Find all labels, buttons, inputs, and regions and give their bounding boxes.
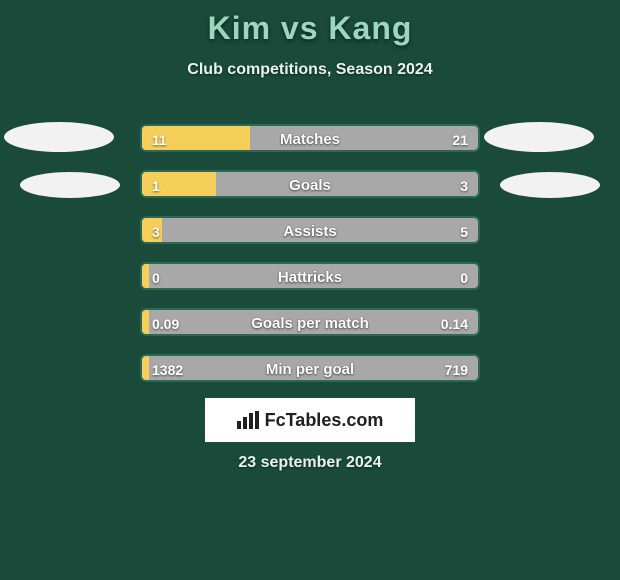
player-left-avatar-shape-2 [20,172,120,198]
stat-label: Goals per match [142,310,478,334]
stat-value-right: 719 [445,356,468,380]
stat-value-right: 5 [460,218,468,242]
stat-value-right: 0.14 [441,310,468,334]
stat-value-right: 0 [460,264,468,288]
stat-label: Assists [142,218,478,242]
player-right-avatar-shape-1 [484,122,594,152]
page-subtitle: Club competitions, Season 2024 [0,61,620,79]
player-right-avatar-shape-2 [500,172,600,198]
stat-row: 0.09Goals per match0.14 [140,308,480,336]
stat-row: 0Hattricks0 [140,262,480,290]
stat-row: 3Assists5 [140,216,480,244]
stat-label: Hattricks [142,264,478,288]
stat-label: Goals [142,172,478,196]
page-title: Kim vs Kang [0,0,620,47]
stat-row: 11Matches21 [140,124,480,152]
stat-label: Matches [142,126,478,150]
fctables-logo: FcTables.com [205,398,415,442]
comparison-card: Kim vs Kang Club competitions, Season 20… [0,0,620,580]
stat-label: Min per goal [142,356,478,380]
stat-value-right: 21 [452,126,468,150]
date-text: 23 september 2024 [0,454,620,472]
logo-text: FcTables.com [265,410,384,431]
stat-row: 1382Min per goal719 [140,354,480,382]
bars-icon [237,411,259,429]
stat-rows: 11Matches211Goals33Assists50Hattricks00.… [140,124,480,400]
player-left-avatar-shape-1 [4,122,114,152]
stat-row: 1Goals3 [140,170,480,198]
stat-value-right: 3 [460,172,468,196]
